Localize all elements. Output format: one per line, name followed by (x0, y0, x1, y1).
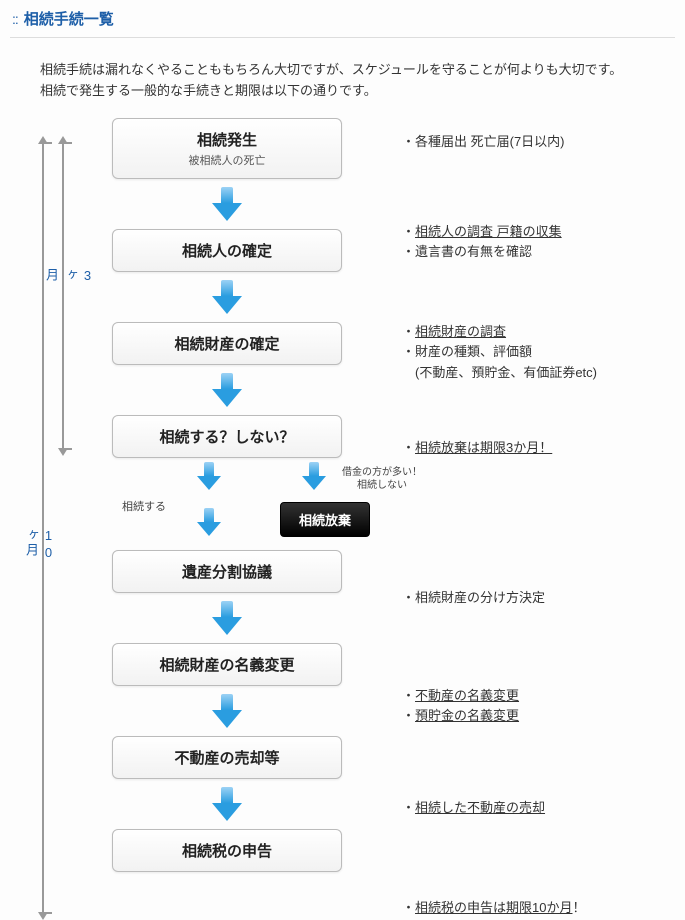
note-block: ・相続財産の分け方決定 (402, 588, 545, 609)
timeline-arrow-up-icon (58, 136, 68, 144)
arrow-down-icon (212, 694, 242, 728)
bullet-icon: ・ (402, 324, 415, 339)
bullet-icon: ・ (402, 708, 415, 723)
note-line: ・相続財産の分け方決定 (402, 588, 545, 609)
note-text: 各種届出 死亡届(7日以内) (415, 134, 565, 149)
intro-text: 相続手続は漏れなくやることももちろん大切ですが、スケジュールを守ることが何よりも… (0, 52, 685, 118)
note-line: ・財産の種類、評価額 (402, 342, 597, 363)
note-line: ・相続税の申告は期限10か月！ (402, 898, 586, 919)
bullet-icon: ・ (402, 900, 415, 915)
section-header: :: 相続手続一覧 (0, 8, 685, 37)
timeline-arrow-up-icon (38, 136, 48, 144)
flow-node-subtitle: 被相続人の死亡 (119, 152, 335, 168)
note-line: ・各種届出 死亡届(7日以内) (402, 132, 565, 153)
note-link[interactable]: 不動産の名義変更 (415, 688, 519, 703)
header-dots-icon: :: (12, 11, 18, 27)
divider (10, 37, 675, 38)
arrow-down-icon (212, 787, 242, 821)
flow-node: 相続する？しない？ (112, 415, 342, 458)
flow-node: 相続人の確定 (112, 229, 342, 272)
intro-line-1: 相続手続は漏れなくやることももちろん大切ですが、スケジュールを守ることが何よりも… (40, 62, 622, 77)
bullet-icon: ・ (402, 344, 415, 359)
note-text: 財産の種類、評価額 (415, 344, 532, 359)
branch-label-left: 相続する (122, 498, 166, 514)
bullet-icon: ・ (402, 440, 415, 455)
note-block: ・各種届出 死亡届(7日以内) (402, 132, 565, 153)
flow-node-title: 相続税の申告 (119, 840, 335, 861)
note-block: ・不動産の名義変更・預貯金の名義変更 (402, 686, 519, 728)
note-block: ・相続放棄は期限3か月！ (402, 438, 552, 459)
note-line: ・相続した不動産の売却 (402, 798, 545, 819)
bullet-icon: ・ (402, 688, 415, 703)
note-link[interactable]: 相続人の調査 戸籍の収集 (415, 224, 562, 239)
note-block: ・相続税の申告は期限10か月！ (402, 898, 586, 919)
bullet-icon: ・ (402, 134, 415, 149)
note-link[interactable]: 預貯金の名義変更 (415, 708, 519, 723)
note-text: (不動産、預貯金、有価証券etc) (402, 365, 597, 380)
note-text: 相続財産の分け方決定 (415, 590, 545, 605)
note-line: ・遺言書の有無を確認 (402, 242, 562, 263)
arrow-down-icon (212, 601, 242, 635)
timeline-label: 3ヶ月 (42, 268, 95, 285)
branch-reject-box: 相続放棄 (280, 502, 370, 537)
note-line: ・相続放棄は期限3か月！ (402, 438, 552, 459)
bullet-icon: ・ (402, 800, 415, 815)
note-block: ・相続財産の調査・財産の種類、評価額 (不動産、預貯金、有価証券etc) (402, 322, 597, 384)
note-link[interactable]: 相続放棄は期限3か月！ (415, 440, 552, 455)
page-title: 相続手続一覧 (24, 8, 114, 29)
note-line: ・預貯金の名義変更 (402, 706, 519, 727)
flow-node: 相続財産の名義変更 (112, 643, 342, 686)
flow-node-title: 相続人の確定 (119, 240, 335, 261)
flow-node: 遺産分割協議 (112, 550, 342, 593)
arrow-down-icon (212, 280, 242, 314)
bullet-icon: ・ (402, 590, 415, 605)
timeline-label: 10ヶ月 (22, 528, 56, 562)
flow-node: 不動産の売却等 (112, 736, 342, 779)
arrow-down-icon (197, 462, 221, 492)
flow-node-title: 遺産分割協議 (119, 561, 335, 582)
flow-node: 相続発生被相続人の死亡 (112, 118, 342, 179)
note-block: ・相続した不動産の売却 (402, 798, 545, 819)
flow-node-title: 相続財産の名義変更 (119, 654, 335, 675)
intro-line-2: 相続で発生する一般的な手続きと期限は以下の通りです。 (40, 83, 377, 98)
flow-branch: 相続する借金の方が多い！相続しない相続放棄 (112, 458, 412, 550)
flow-node-title: 相続財産の確定 (119, 333, 335, 354)
flowchart-container: 10ヶ月 3ヶ月 相続発生被相続人の死亡相続人の確定相続財産の確定相続する？しない… (0, 118, 685, 872)
note-line: (不動産、預貯金、有価証券etc) (402, 363, 597, 384)
arrow-down-icon (212, 187, 242, 221)
bullet-icon: ・ (402, 244, 415, 259)
note-link[interactable]: 相続税の申告は期限10か月 (415, 900, 572, 915)
bullet-icon: ・ (402, 224, 415, 239)
flow-node-title: 不動産の売却等 (119, 747, 335, 768)
timeline-arrow-down-icon (58, 448, 68, 456)
note-text: 遺言書の有無を確認 (415, 244, 532, 259)
note-text: ！ (572, 900, 585, 915)
flow-column: 相続発生被相続人の死亡相続人の確定相続財産の確定相続する？しない？ 相続する借金の… (102, 118, 412, 872)
arrow-down-icon (197, 508, 221, 538)
flow-node: 相続財産の確定 (112, 322, 342, 365)
note-block: ・相続人の調査 戸籍の収集・遺言書の有無を確認 (402, 222, 562, 264)
note-line: ・相続財産の調査 (402, 322, 597, 343)
note-link[interactable]: 相続財産の調査 (415, 324, 506, 339)
note-line: ・相続人の調査 戸籍の収集 (402, 222, 562, 243)
arrow-down-icon (212, 373, 242, 407)
arrow-down-icon (302, 462, 326, 492)
flow-node-title: 相続発生 (119, 129, 335, 150)
flow-node-title: 相続する？しない？ (119, 426, 335, 447)
flow-node: 相続税の申告 (112, 829, 342, 872)
branch-label-right: 借金の方が多い！相続しない (337, 466, 427, 493)
note-line: ・不動産の名義変更 (402, 686, 519, 707)
timeline-bracket (62, 142, 72, 450)
note-link[interactable]: 相続した不動産の売却 (415, 800, 545, 815)
